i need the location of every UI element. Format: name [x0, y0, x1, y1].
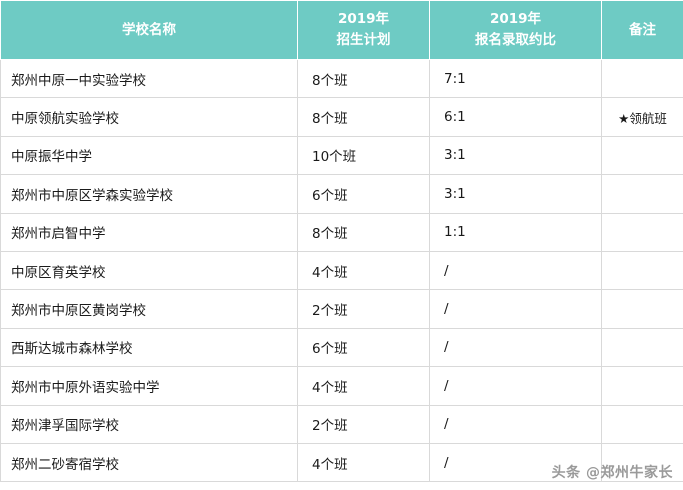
- cell-school-name: 郑州津孚国际学校: [0, 404, 298, 444]
- cell-ratio: 3:1: [429, 174, 602, 214]
- table-row: 中原振华中学 10个班 3:1: [0, 135, 683, 176]
- cell-enrollment-plan: 4个班: [297, 250, 430, 291]
- cell-enrollment-plan: 10个班: [297, 135, 430, 176]
- cell-ratio: /: [429, 250, 602, 291]
- column-header-enrollment-plan: 2019年 招生计划: [297, 0, 430, 60]
- header-line-2: 报名录取约比: [475, 32, 556, 48]
- table-row: 中原领航实验学校 8个班 6:1 ★领航班: [0, 97, 683, 137]
- table-header: 学校名称 2019年 招生计划 2019年 报名录取约比 备注: [0, 0, 683, 60]
- table-row: 郑州市中原外语实验中学 4个班 /: [0, 366, 683, 406]
- cell-enrollment-plan: 8个班: [297, 212, 430, 252]
- cell-school-name: 郑州市中原区黄岗学校: [0, 289, 298, 329]
- table-row: 中原区育英学校 4个班 /: [0, 250, 683, 291]
- table-row: 西斯达城市森林学校 6个班 /: [0, 327, 683, 368]
- table-row: 郑州二砂寄宿学校 4个班 /: [0, 442, 683, 483]
- cell-enrollment-plan: 2个班: [297, 289, 430, 329]
- header-line-2: 招生计划: [336, 32, 391, 48]
- header-line-1: 备注: [629, 21, 656, 38]
- table-row: 郑州中原一中实验学校 8个班 7:1: [0, 58, 683, 99]
- header-line-1: 2019年: [489, 11, 542, 28]
- cell-enrollment-plan: 4个班: [297, 366, 430, 406]
- cell-remarks: [601, 289, 683, 329]
- cell-school-name: 郑州市启智中学: [0, 212, 298, 252]
- column-header-application-admission-ratio: 2019年 报名录取约比: [429, 0, 602, 60]
- cell-ratio: /: [429, 289, 602, 329]
- table-body: 郑州中原一中实验学校 8个班 7:1 中原领航实验学校 8个班 6:1 ★领航班…: [0, 58, 683, 483]
- table-row: 郑州市中原区黄岗学校 2个班 /: [0, 289, 683, 329]
- cell-school-name: 中原区育英学校: [0, 250, 298, 291]
- cell-remarks: [601, 404, 683, 444]
- cell-remarks: [601, 250, 683, 291]
- cell-remarks: [601, 58, 683, 99]
- cell-remarks: [601, 174, 683, 214]
- table-row: 郑州津孚国际学校 2个班 /: [0, 404, 683, 444]
- cell-school-name: 郑州中原一中实验学校: [0, 58, 298, 99]
- cell-ratio: 6:1: [429, 97, 602, 137]
- cell-remarks: [601, 366, 683, 406]
- cell-school-name: 郑州市中原外语实验中学: [0, 366, 298, 406]
- cell-ratio: /: [429, 366, 602, 406]
- cell-ratio: /: [429, 404, 602, 444]
- table-row: 郑州市中原区学森实验学校 6个班 3:1: [0, 174, 683, 214]
- table-row: 郑州市启智中学 8个班 1:1: [0, 212, 683, 252]
- cell-school-name: 郑州二砂寄宿学校: [0, 442, 298, 483]
- cell-enrollment-plan: 6个班: [297, 174, 430, 214]
- header-line-1: 学校名称: [122, 21, 176, 38]
- cell-school-name: 中原振华中学: [0, 135, 298, 176]
- cell-enrollment-plan: 8个班: [297, 97, 430, 137]
- header-line-1: 2019年: [337, 11, 390, 28]
- cell-school-name: 西斯达城市森林学校: [0, 327, 298, 368]
- column-header-school-name: 学校名称: [0, 0, 298, 60]
- cell-remarks: [601, 327, 683, 368]
- cell-ratio: 1:1: [429, 212, 602, 252]
- cell-remarks: [601, 135, 683, 176]
- cell-enrollment-plan: 8个班: [297, 58, 430, 99]
- cell-ratio: 7:1: [429, 58, 602, 99]
- cell-enrollment-plan: 2个班: [297, 404, 430, 444]
- cell-remarks: [601, 442, 683, 483]
- cell-school-name: 中原领航实验学校: [0, 97, 298, 137]
- cell-remarks: ★领航班: [601, 97, 683, 137]
- header-row: 学校名称 2019年 招生计划 2019年 报名录取约比 备注: [0, 0, 683, 60]
- cell-enrollment-plan: 4个班: [297, 442, 430, 483]
- cell-ratio: /: [429, 327, 602, 368]
- cell-ratio: /: [429, 442, 602, 483]
- cell-enrollment-plan: 6个班: [297, 327, 430, 368]
- cell-remarks: [601, 212, 683, 252]
- column-header-remarks: 备注: [601, 0, 683, 60]
- cell-school-name: 郑州市中原区学森实验学校: [0, 174, 298, 214]
- cell-ratio: 3:1: [429, 135, 602, 176]
